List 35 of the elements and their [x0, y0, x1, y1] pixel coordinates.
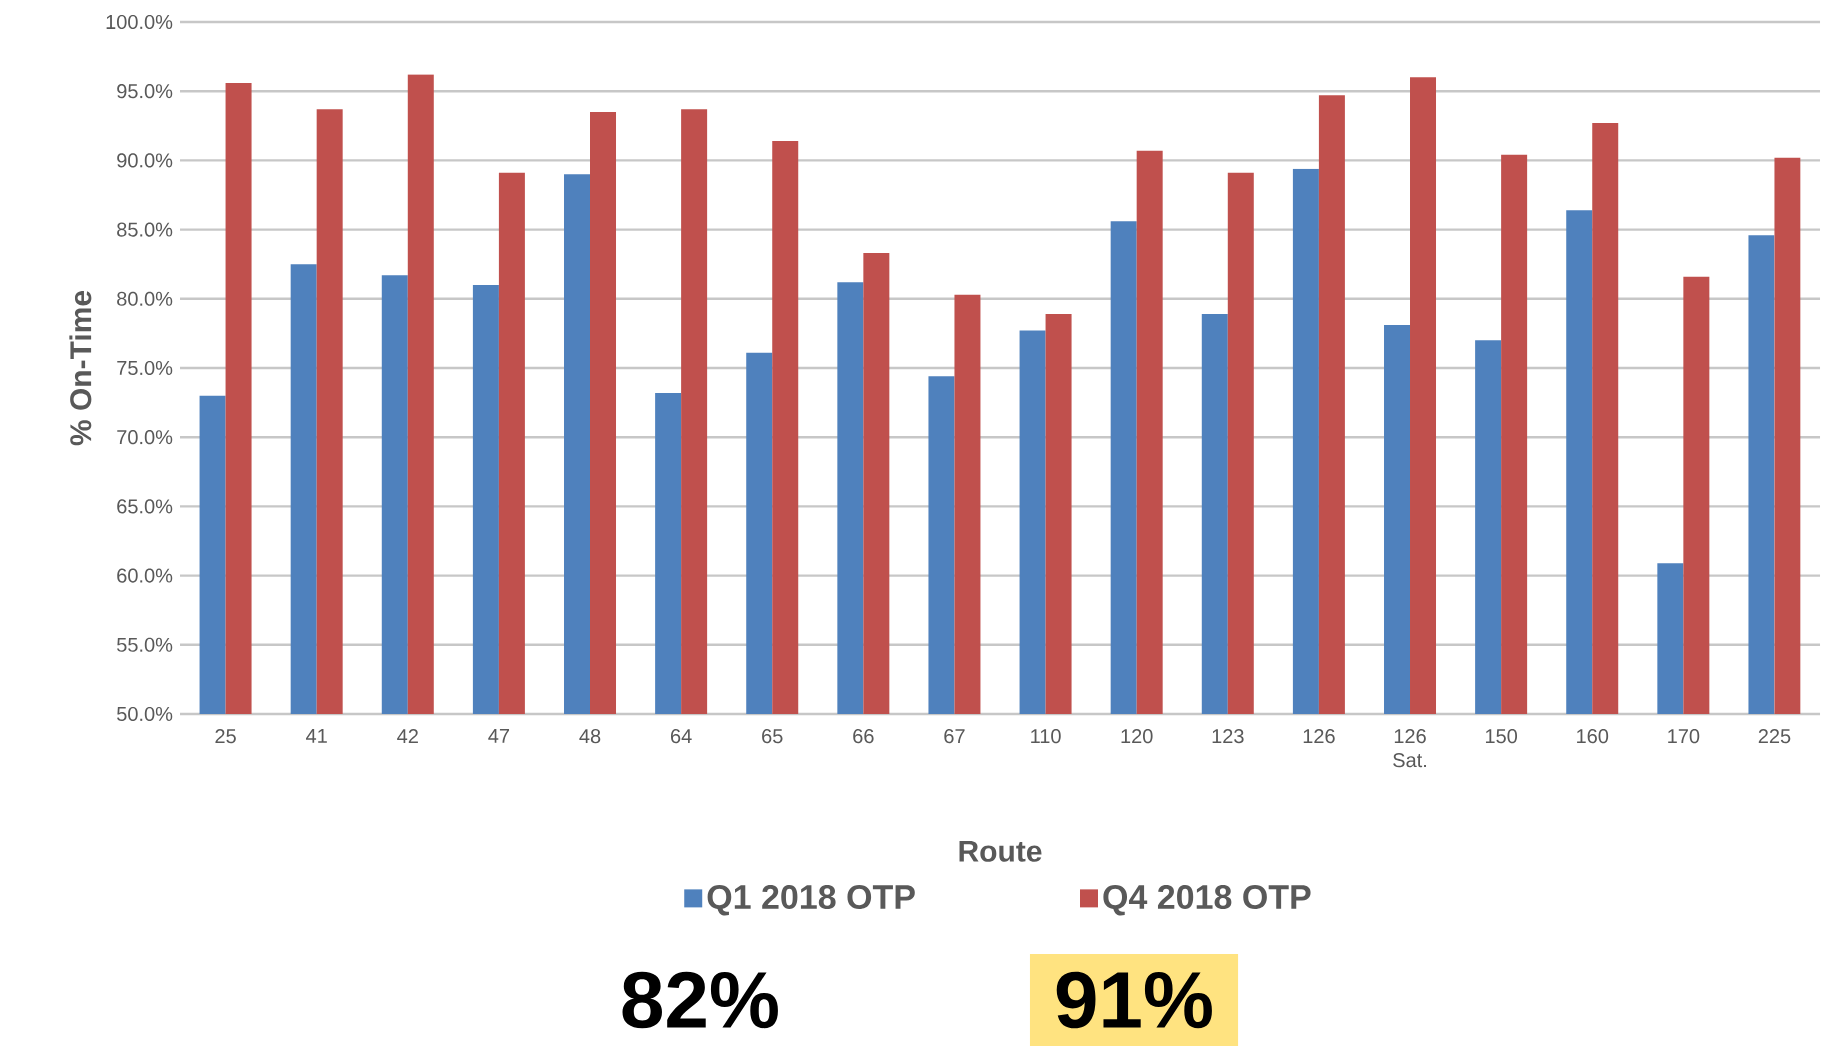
x-tick-label: 126: [1303, 729, 1335, 744]
y-tick-label: 80.0%: [117, 291, 173, 306]
y-tick-label: 75.0%: [117, 360, 173, 376]
x-tick-label: 123: [1212, 729, 1244, 744]
y-axis-title: % On-Time: [69, 290, 92, 446]
y-tick-label: 85.0%: [117, 222, 173, 237]
x-tick-label: 170: [1668, 729, 1700, 744]
x-tick-label: 160: [1577, 729, 1609, 744]
x-tick-label: 120: [1121, 729, 1153, 744]
x-tick-label: 225: [1758, 729, 1791, 744]
x-tick-label: 67: [944, 729, 965, 744]
x-tick-label: 25: [215, 729, 236, 744]
x-tick-label: 150: [1485, 729, 1518, 744]
y-tick-label: 55.0%: [117, 637, 173, 652]
x-tick-label: 110: [1031, 729, 1061, 744]
y-tick-label: 50.0%: [117, 706, 173, 722]
x-axis-title: Route: [959, 840, 1042, 862]
legend-label: Q1 2018 OTP: [707, 885, 915, 916]
x-tick-label: 65: [762, 729, 783, 744]
x-tick-label: 41: [306, 729, 327, 743]
y-tick-label: 90.0%: [117, 153, 173, 168]
x-tick-label: 48: [579, 729, 601, 744]
x-tick-label: 64: [671, 729, 692, 744]
y-tick-label: 65.0%: [117, 499, 173, 514]
text: 82%: [622, 971, 778, 1029]
text: 91%: [1056, 971, 1212, 1029]
x-tick-label: 126 Sat.: [1393, 729, 1426, 768]
y-tick-label: 60.0%: [117, 568, 173, 583]
legend-label: Q4 2018 OTP: [1103, 885, 1311, 916]
y-tick-label: 100.0%: [106, 14, 173, 30]
y-tick-label: 70.0%: [117, 430, 173, 445]
x-tick-label: 47: [488, 729, 510, 743]
y-tick-label: 95.0%: [117, 84, 173, 99]
x-tick-label: 66: [853, 729, 874, 744]
x-tick-label: 42: [397, 729, 418, 744]
